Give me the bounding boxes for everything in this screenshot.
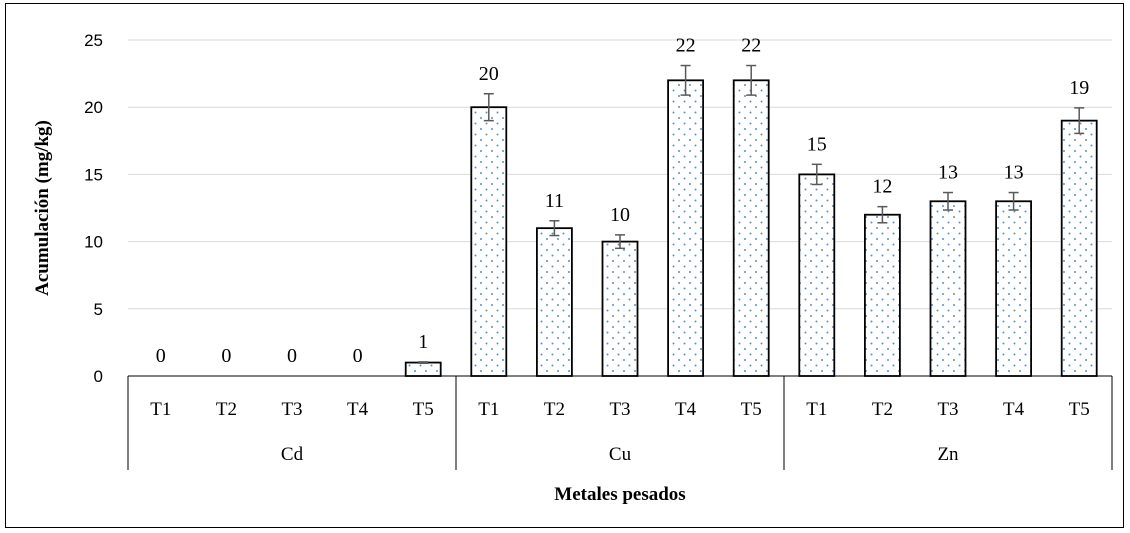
x-tick-label: T5 (413, 399, 434, 420)
x-tick-label: T5 (741, 399, 762, 420)
error-bars (418, 64, 1085, 364)
y-tick-label: 10 (84, 233, 103, 252)
x-tick-label: T2 (544, 399, 565, 420)
x-tick-label: T1 (478, 399, 499, 420)
group-label-zn: Zn (937, 444, 959, 465)
x-tick-label: T5 (1069, 399, 1090, 420)
y-tick-label: 0 (94, 367, 103, 386)
data-label: 0 (156, 345, 166, 367)
data-label: 22 (741, 35, 761, 57)
y-axis-ticks: 0 5 10 15 20 25 (84, 31, 103, 386)
y-axis-title: Acumulación (mg/kg) (32, 120, 53, 296)
bar-cu-t1 (470, 106, 508, 377)
x-tick-label: T3 (609, 399, 630, 420)
x-tick-label: T4 (347, 399, 369, 420)
bar-zn-t3 (929, 200, 967, 377)
x-tick-label: T2 (872, 399, 893, 420)
bar-zn-t2 (864, 213, 901, 377)
bar-zn-t5 (1060, 119, 1098, 377)
data-label: 0 (287, 345, 297, 367)
data-label: 1 (418, 331, 428, 353)
bar-cu-t2 (536, 227, 573, 377)
data-label: 13 (1004, 162, 1024, 184)
bars (404, 79, 1098, 377)
data-label: 19 (1069, 77, 1089, 99)
bar-zn-t4 (995, 200, 1032, 377)
bar-cu-t3 (601, 240, 639, 377)
data-labels: 0 0 0 0 1 20 11 10 22 22 15 12 13 13 19 (156, 35, 1089, 367)
bar-cd-t5 (404, 361, 442, 377)
x-tick-label: T3 (937, 399, 958, 420)
group-label-cu: Cu (609, 444, 632, 465)
data-label: 0 (221, 345, 231, 367)
x-axis-title: Metales pesados (554, 484, 685, 505)
data-label: 12 (872, 176, 892, 198)
x-tick-label: T1 (806, 399, 827, 420)
y-tick-label: 20 (84, 98, 103, 117)
x-axis: T1 T2 T3 T4 T5 Cd T1 T2 T3 T4 T5 Cu T1 T2 T3 T4 T5 Zn (127, 375, 1113, 470)
x-tick-label: T1 (150, 399, 171, 420)
data-label: 13 (938, 162, 958, 184)
data-label: 20 (479, 63, 499, 85)
y-tick-label: 25 (84, 31, 103, 50)
data-label: 15 (807, 133, 827, 155)
y-tick-label: 15 (84, 165, 103, 184)
x-tick-label: T4 (675, 399, 697, 420)
x-tick-label: T3 (281, 399, 302, 420)
bar-cu-t4 (667, 79, 704, 377)
data-label: 0 (353, 345, 363, 367)
data-label: 22 (676, 35, 696, 57)
x-tick-label: T2 (216, 399, 237, 420)
data-label: 11 (545, 190, 564, 212)
data-label: 10 (610, 204, 630, 226)
y-tick-label: 5 (94, 300, 103, 319)
group-label-cd: Cd (281, 444, 304, 465)
bar-zn-t1 (798, 173, 836, 377)
bar-cu-t5 (732, 79, 770, 377)
x-tick-label: T4 (1003, 399, 1025, 420)
